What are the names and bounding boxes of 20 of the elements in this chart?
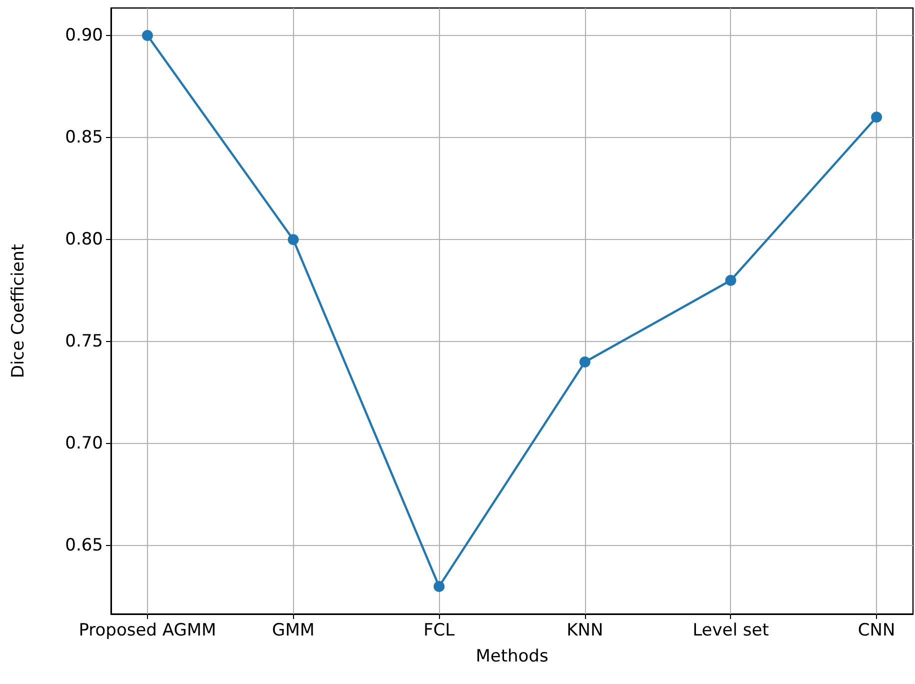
point (288, 234, 299, 246)
point (142, 30, 153, 42)
x-tick-label: CNN (858, 620, 896, 640)
y-tick-label: 0.80 (65, 230, 103, 250)
y-tick-label: 0.70 (65, 434, 103, 454)
point (725, 274, 736, 286)
x-tick-label: Level set (692, 620, 770, 640)
x-tick-label: Proposed AGMM (78, 620, 216, 640)
point (434, 580, 445, 592)
x-tick-label: GMM (272, 620, 315, 640)
y-tick-label: 0.65 (65, 536, 103, 556)
x-axis-title: Methods (476, 646, 548, 666)
point (871, 112, 882, 123)
point (579, 356, 590, 368)
y-axis-title: Dice Coefficient (8, 244, 28, 378)
x-tick-label: FCL (424, 620, 456, 640)
y-tick-label: 0.85 (65, 128, 103, 148)
x-tick-label: KNN (566, 620, 604, 640)
y-tick-label: 0.90 (65, 26, 103, 46)
y-tick-label: 0.75 (65, 332, 103, 352)
